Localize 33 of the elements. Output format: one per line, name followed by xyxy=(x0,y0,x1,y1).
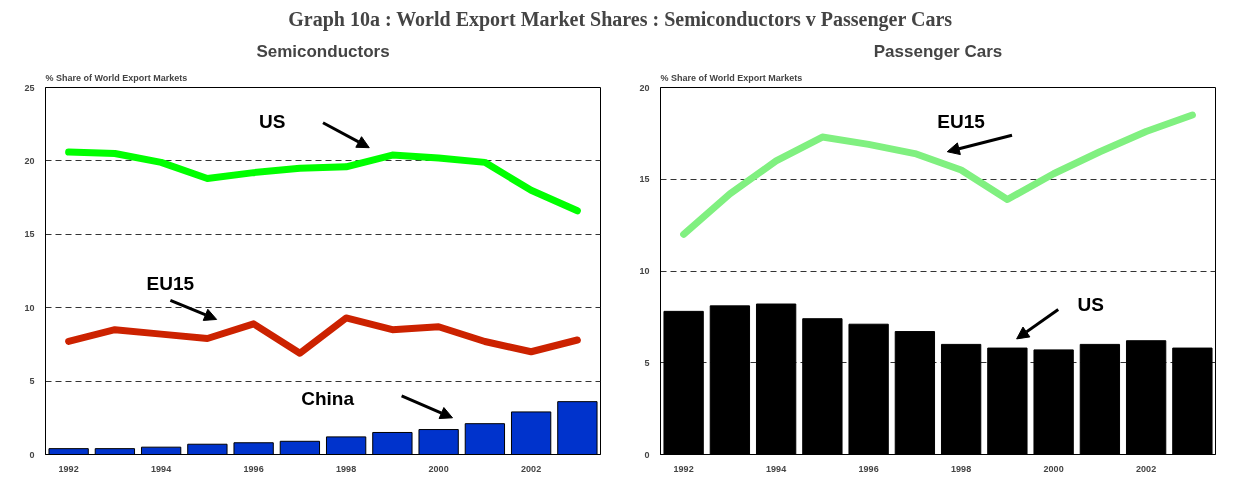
y-axis-title: % Share of World Export Markets xyxy=(45,72,188,83)
y-tick-label: 10 xyxy=(639,266,650,276)
y-tick-label: 0 xyxy=(29,449,35,460)
y-tick-label: 15 xyxy=(24,229,35,240)
x-tick-label: 2000 xyxy=(1043,463,1064,474)
x-tick-label: 2002 xyxy=(521,463,542,474)
y-tick-label: 20 xyxy=(24,155,35,166)
chart-title: Passenger Cars xyxy=(873,41,1003,61)
y-axis-title: % Share of World Export Markets xyxy=(660,72,803,83)
chart-title: Semiconductors xyxy=(256,41,390,61)
y-tick-label: 0 xyxy=(644,449,650,460)
series-label: US xyxy=(258,110,286,132)
x-tick-label: 1998 xyxy=(951,463,972,474)
y-tick-label: 25 xyxy=(24,82,35,93)
y-tick-label: 5 xyxy=(644,357,650,368)
text: EU15 xyxy=(146,273,195,295)
x-tick-label: 1996 xyxy=(243,463,264,474)
series-label: US xyxy=(1077,294,1104,316)
y-tick-label: 10 xyxy=(24,302,35,313)
series-label: EU15 xyxy=(937,110,986,132)
y-tick-label: 15 xyxy=(639,174,650,185)
text: Graph 10a : World Export Market Shares : Semiconductors v Passenger Cars xyxy=(288,7,953,31)
y-tick-label: 5 xyxy=(29,376,35,387)
x-tick-label: 2002 xyxy=(1136,463,1157,474)
x-tick-label: 1994 xyxy=(151,463,172,474)
x-tick-label: 1996 xyxy=(858,463,879,474)
y-tick-label: 20 xyxy=(639,82,650,93)
x-tick-label: 1992 xyxy=(673,463,694,474)
x-tick-label: 1992 xyxy=(58,463,79,474)
x-tick-label: 2000 xyxy=(428,463,449,474)
x-tick-label: 1994 xyxy=(766,463,787,474)
series-label: China xyxy=(301,387,355,409)
x-tick-label: 1998 xyxy=(336,463,357,474)
